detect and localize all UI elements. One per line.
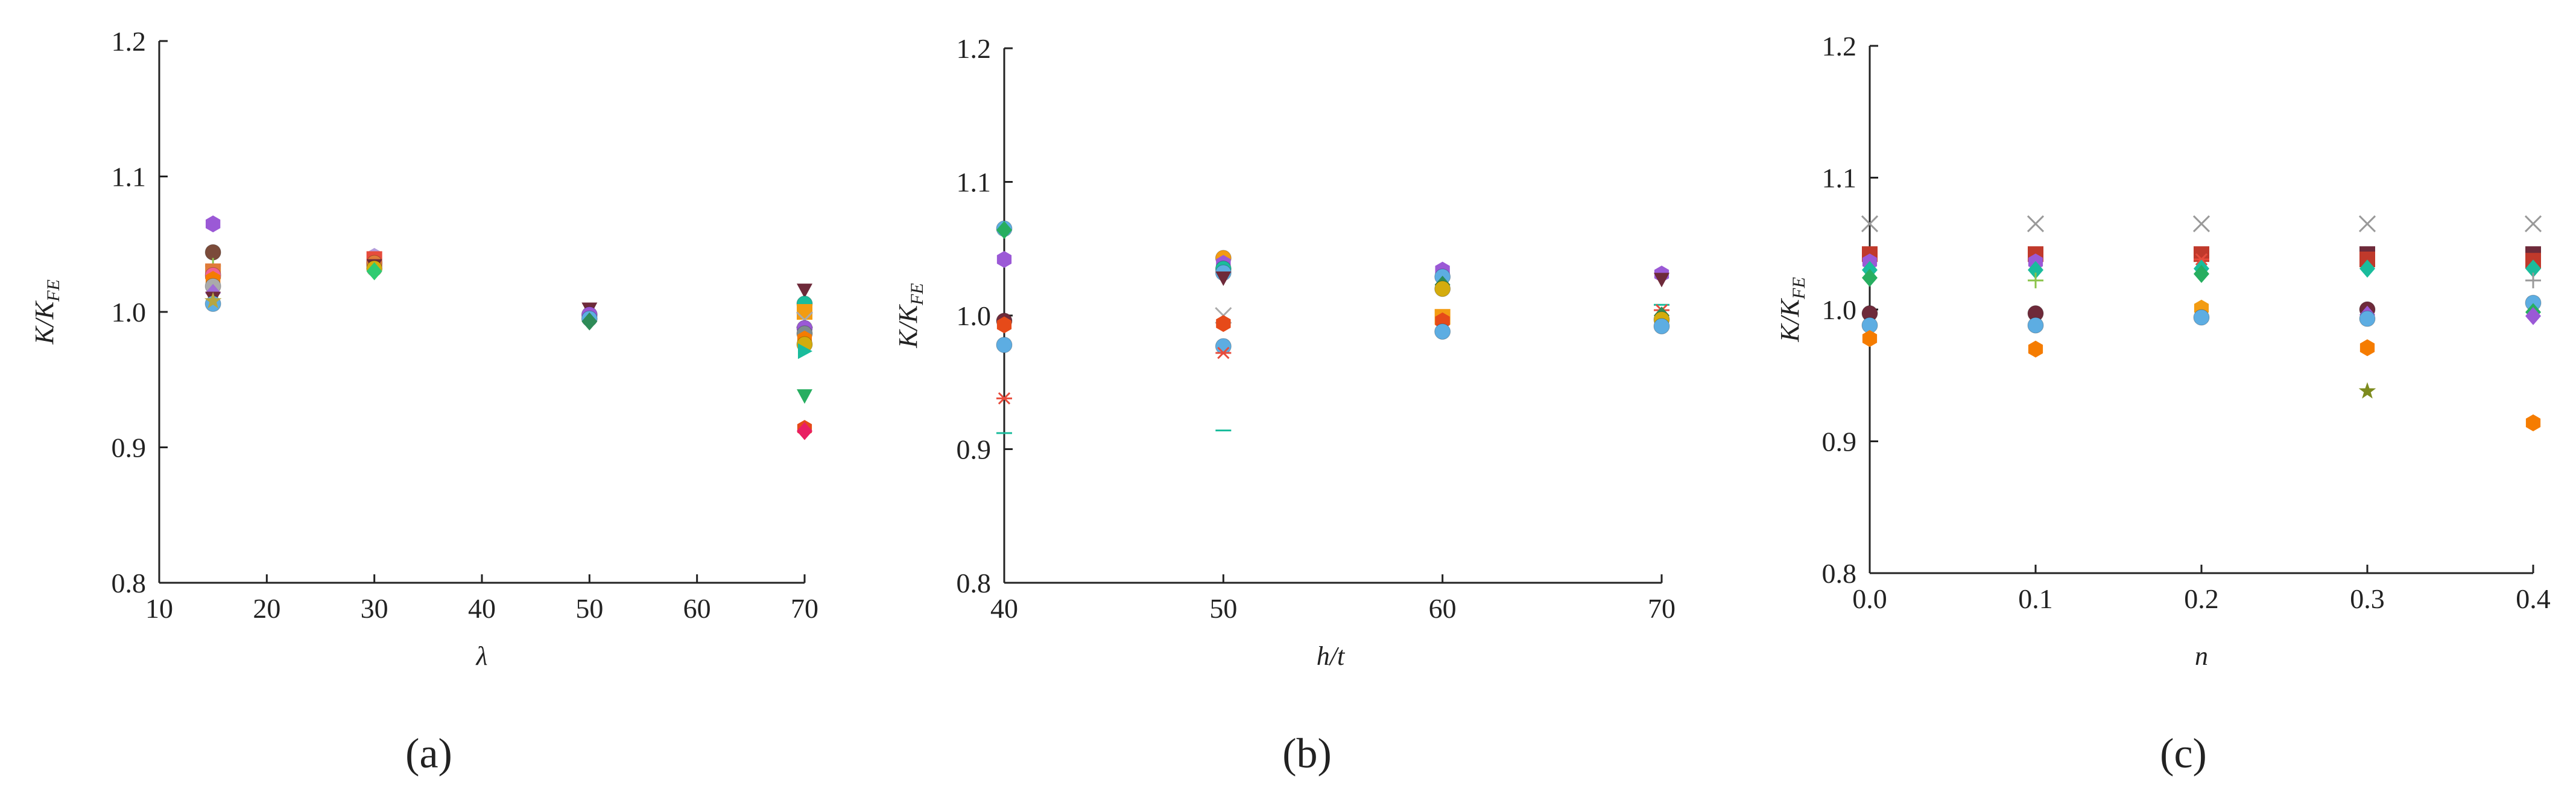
- data-points: [204, 215, 814, 440]
- data-point-circle: [2027, 317, 2044, 334]
- data-point-triangle-down: [797, 389, 812, 404]
- data-points: [1861, 215, 2542, 431]
- x-tick-label: 20: [253, 593, 280, 624]
- x-tick-label: 70: [791, 593, 818, 624]
- y-tick-label: 1.2: [112, 26, 147, 57]
- data-point-hexagon: [2525, 414, 2541, 431]
- x-axis-title: λ: [475, 641, 487, 671]
- data-point-triangle-down: [797, 284, 812, 299]
- data-point-asterisk: [996, 392, 1012, 405]
- data-point-hexagon: [2359, 339, 2375, 357]
- data-point-cross: [2192, 215, 2210, 233]
- data-point-square: [797, 304, 812, 320]
- data-point-diamond: [1862, 268, 1878, 287]
- data-point-cross: [2524, 215, 2542, 233]
- data-point-plus: [2525, 272, 2541, 288]
- panel-a: 10 20 30 40 50 60 70 0.8 0.9 1.0 1.1 1.2 K/KFE λ (a…: [30, 26, 818, 777]
- data-point-asterisk: [2194, 253, 2209, 266]
- data-point-circle: [996, 337, 1013, 354]
- data-point-hexagon: [996, 251, 1012, 268]
- data-point-asterisk: [1215, 346, 1232, 360]
- panel-c: 0.0 0.1 0.2 0.3 0.4 0.8 0.9 1.0 1.1 1.2 K/KFE n (…: [1775, 31, 2551, 777]
- data-point-diamond: [2525, 306, 2541, 325]
- y-axis-title: K/KFE: [893, 283, 927, 349]
- data-point-circle: [2359, 310, 2376, 327]
- y-tick-label: 0.9: [957, 434, 992, 465]
- data-point-hexagon: [1862, 330, 1878, 347]
- y-tick-label: 1.1: [1822, 163, 1857, 194]
- ticks: 0.0 0.1 0.2 0.3 0.4 0.8 0.9 1.0 1.1 1.2: [1822, 31, 2551, 614]
- x-tick-label: 40: [468, 593, 496, 624]
- data-point-hexagon: [996, 316, 1012, 334]
- data-point-diamond: [797, 422, 812, 440]
- x-tick-label: 70: [1648, 593, 1676, 624]
- x-tick-label: 0.3: [2350, 583, 2385, 614]
- data-point-cross: [2027, 215, 2045, 233]
- x-axis-title: h/t: [1317, 641, 1346, 671]
- data-point-triangle-down: [1654, 273, 1669, 288]
- y-tick-label: 1.1: [112, 162, 147, 192]
- y-tick-label: 0.8: [112, 568, 147, 598]
- data-point-circle: [204, 244, 221, 261]
- y-tick-label: 1.1: [957, 167, 992, 198]
- data-point-diamond: [366, 262, 382, 281]
- ticks: 40 50 60 70 0.8 0.9 1.0 1.1 1.2: [957, 33, 1676, 624]
- data-point-circle: [2193, 309, 2210, 326]
- x-tick-label: 50: [1209, 593, 1237, 624]
- y-tick-label: 1.0: [112, 297, 147, 328]
- data-point-star: [204, 292, 222, 309]
- x-axis-title: n: [2195, 641, 2208, 671]
- y-tick-label: 1.0: [1822, 294, 1857, 325]
- x-tick-label: 40: [990, 593, 1018, 624]
- y-axis-title: K/KFE: [30, 279, 63, 345]
- ticks: 10 20 30 40 50 60 70 0.8 0.9 1.0 1.1 1.2: [112, 26, 819, 624]
- x-tick-label: 50: [575, 593, 603, 624]
- data-point-cross: [1861, 215, 1879, 233]
- data-point-diamond: [581, 312, 598, 331]
- data-point-diamond: [996, 221, 1012, 240]
- y-axis-title: K/KFE: [1775, 277, 1809, 343]
- data-point-star: [2358, 382, 2376, 399]
- x-tick-label: 30: [361, 593, 388, 624]
- data-point-diamond: [2028, 261, 2043, 279]
- x-tick-label: 60: [683, 593, 711, 624]
- y-tick-label: 0.8: [1822, 558, 1857, 589]
- y-tick-label: 1.0: [957, 300, 992, 331]
- data-point-circle: [1434, 323, 1451, 340]
- y-tick-label: 0.9: [1822, 427, 1857, 457]
- x-tick-label: 0.2: [2184, 583, 2219, 614]
- panel-b: 40 50 60 70 0.8 0.9 1.0 1.1 1.2 K/KFE h/t (b): [893, 33, 1676, 777]
- x-tick-label: 0.0: [1852, 583, 1887, 614]
- data-point-diamond: [2194, 265, 2209, 284]
- y-tick-label: 1.2: [957, 33, 992, 64]
- data-point-diamond: [2525, 259, 2541, 278]
- data-point-diamond: [2359, 259, 2375, 278]
- x-tick-label: 0.4: [2516, 583, 2551, 614]
- panel-label: (b): [1282, 731, 1332, 777]
- data-point-hexagon: [206, 215, 221, 233]
- data-point-plus: [2028, 272, 2043, 288]
- data-point-circle: [1434, 281, 1451, 297]
- x-tick-label: 10: [145, 593, 173, 624]
- data-point-cross: [2358, 215, 2376, 233]
- data-point-triangle-down: [1215, 271, 1232, 286]
- x-tick-label: 0.1: [2018, 583, 2053, 614]
- data-point-hexagon: [1216, 315, 1231, 332]
- panel-label: (a): [405, 731, 452, 777]
- data-points: [996, 220, 1670, 434]
- y-tick-label: 1.2: [1822, 31, 1857, 62]
- panel-label: (c): [2160, 731, 2207, 777]
- data-point-triangle-right: [798, 343, 812, 360]
- y-tick-label: 0.8: [957, 568, 992, 598]
- y-tick-label: 0.9: [112, 433, 147, 463]
- x-tick-label: 60: [1429, 593, 1457, 624]
- data-point-circle: [1653, 318, 1670, 335]
- data-point-hexagon: [2028, 340, 2043, 358]
